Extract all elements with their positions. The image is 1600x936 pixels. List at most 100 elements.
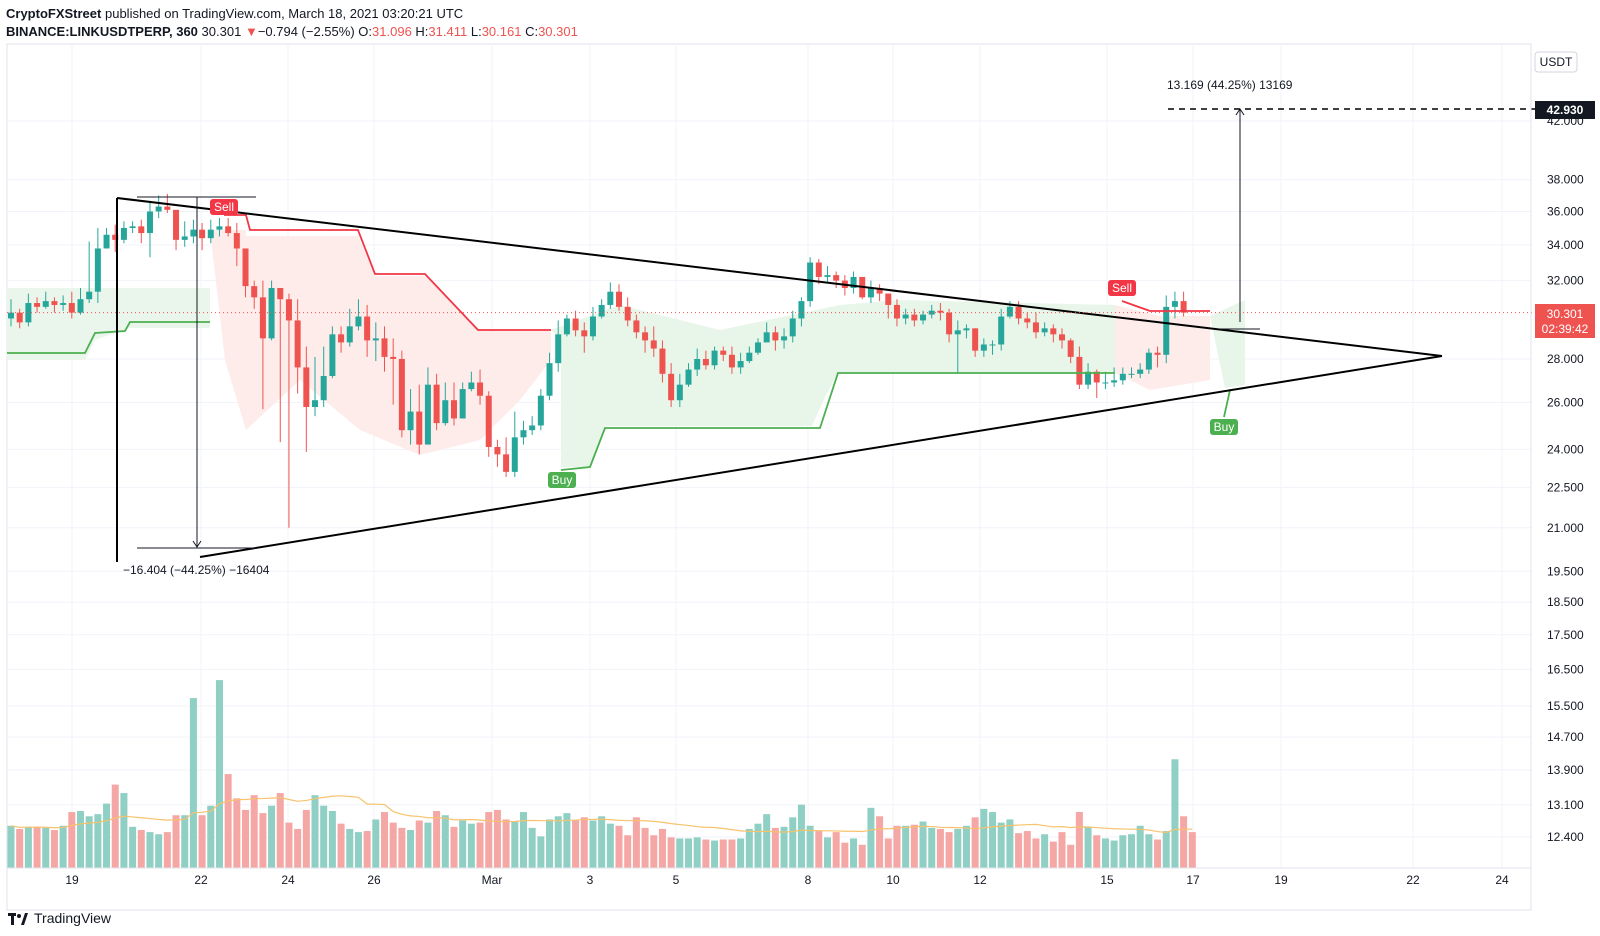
currency-badge[interactable]: USDT [1534,51,1578,73]
candle-body[interactable] [911,314,918,321]
candle-body[interactable] [120,228,127,240]
time-axis[interactable]: 19 22 24 26 Mar 3 5 8 10 12 15 17 19 22 24 [7,867,1531,887]
candle-body[interactable] [68,303,75,313]
candle-body[interactable] [616,291,623,307]
candle-body[interactable] [520,430,527,438]
footer-brand[interactable]: TradingView [8,910,111,926]
candle-body[interactable] [242,248,249,287]
candle-body[interactable] [16,312,23,323]
candle-body[interactable] [668,373,675,401]
candle-body[interactable] [555,334,562,364]
candle-body[interactable] [902,314,909,319]
drawings[interactable] [7,108,1535,562]
candle-body[interactable] [781,336,788,341]
candle-body[interactable] [433,384,440,424]
candle-body[interactable] [1085,371,1092,385]
candle-body[interactable] [885,293,892,305]
candle-body[interactable] [129,226,136,229]
candle-body[interactable] [824,275,831,277]
candle-body[interactable] [346,326,353,343]
candle-body[interactable] [1050,328,1057,335]
candle-body[interactable] [416,411,423,445]
candle-body[interactable] [1006,306,1013,317]
candle-body[interactable] [807,262,814,302]
candle-body[interactable] [815,262,822,277]
candle-body[interactable] [572,318,579,331]
candle-body[interactable] [702,358,709,366]
candle-body[interactable] [259,297,266,339]
candle-body[interactable] [937,310,944,313]
candle-body[interactable] [8,312,14,319]
candle-body[interactable] [1041,328,1048,333]
candle-body[interactable] [164,206,171,210]
candle-body[interactable] [251,286,258,298]
candle-body[interactable] [1154,352,1161,355]
candle-body[interactable] [42,301,49,307]
candle-body[interactable] [77,299,84,313]
candle-body[interactable] [503,454,510,472]
candle-body[interactable] [946,312,953,335]
candle-body[interactable] [737,361,744,368]
candle-body[interactable] [285,299,292,321]
candle-body[interactable] [60,303,67,305]
candle-body[interactable] [372,338,379,341]
candle-body[interactable] [277,287,284,300]
candle-body[interactable] [312,400,319,407]
candle-body[interactable] [112,234,119,240]
candle-body[interactable] [494,446,501,455]
candle-body[interactable] [1015,306,1022,319]
candle-body[interactable] [485,395,492,447]
candle-body[interactable] [546,363,553,396]
candle-body[interactable] [511,437,518,472]
candle-body[interactable] [581,330,588,337]
candle-body[interactable] [468,382,475,390]
candles[interactable] [8,193,1187,528]
candle-body[interactable] [589,316,596,337]
candle-body[interactable] [980,344,987,351]
candle-body[interactable] [876,287,883,294]
candle-body[interactable] [477,382,484,396]
candle-body[interactable] [598,304,605,317]
candle-body[interactable] [225,226,232,234]
candle-body[interactable] [268,287,275,339]
candle-body[interactable] [86,291,93,300]
candle-body[interactable] [1076,356,1083,385]
candle-body[interactable] [1171,301,1178,307]
candle-body[interactable] [798,301,805,319]
candle-body[interactable] [294,320,301,368]
candle-body[interactable] [720,350,727,355]
candle-body[interactable] [1119,373,1126,381]
candle-body[interactable] [1032,322,1039,333]
candle-body[interactable] [529,425,536,431]
candle-body[interactable] [207,229,214,239]
candle-body[interactable] [607,291,614,305]
candle-body[interactable] [867,287,874,298]
candle-body[interactable] [642,332,649,341]
candle-body[interactable] [1059,334,1066,341]
candle-body[interactable] [355,316,362,327]
candle-body[interactable] [1145,352,1152,370]
candle-body[interactable] [364,316,371,341]
candle-body[interactable] [711,350,718,366]
publisher-name[interactable]: CryptoFXStreet [6,6,102,21]
candle-body[interactable] [424,384,431,445]
candle-body[interactable] [563,318,570,335]
candle-body[interactable] [728,354,735,368]
candle-body[interactable] [103,234,110,249]
candle-body[interactable] [381,338,388,357]
triangle-upper-trendline[interactable] [116,197,1443,357]
candle-body[interactable] [181,236,188,240]
candle-body[interactable] [51,301,58,305]
candle-body[interactable] [850,276,857,288]
candle-body[interactable] [746,352,753,362]
candle-body[interactable] [1137,369,1144,374]
candle-body[interactable] [1128,373,1135,375]
candle-body[interactable] [303,367,310,407]
candle-body[interactable] [920,314,927,321]
candle-body[interactable] [833,275,840,281]
candle-body[interactable] [442,400,449,424]
candle-body[interactable] [676,384,683,401]
candle-body[interactable] [390,356,397,359]
candle-body[interactable] [1163,306,1170,355]
